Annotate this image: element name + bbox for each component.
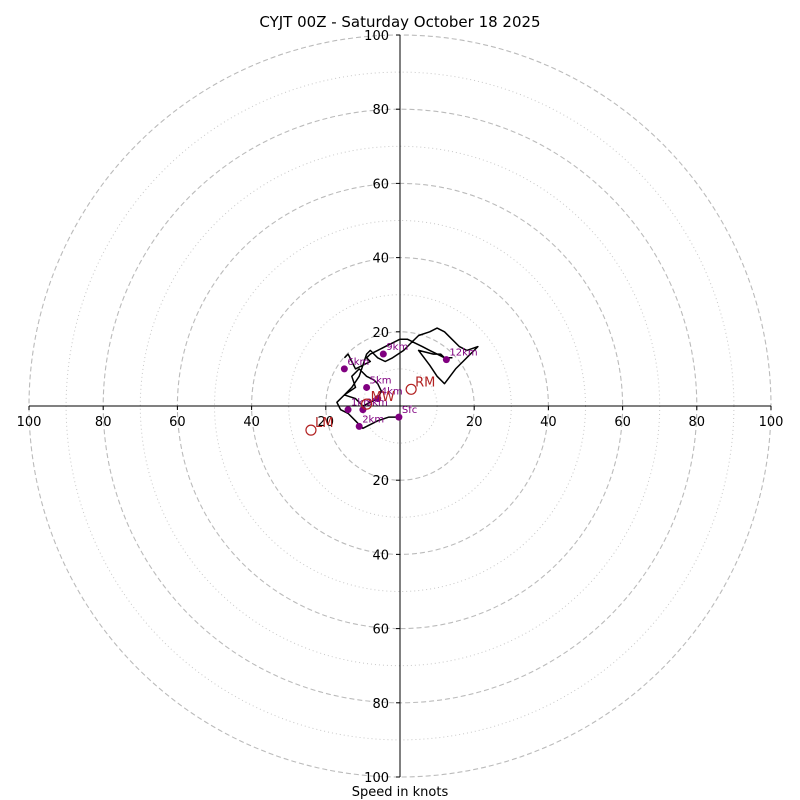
x-tick-label: 20 [318, 415, 335, 430]
storm-motion-point [361, 398, 373, 410]
y-tick-label: 100 [364, 771, 389, 786]
x-tick-label: 20 [466, 415, 483, 430]
height-marker-point [359, 406, 367, 414]
height-marker-point [344, 406, 352, 414]
trace-line [336, 327, 479, 430]
tick-labels: 100 80 60 40 20 20 40 60 80 100 100 80 60 40 20 20 40 60 8… [17, 29, 784, 786]
height-marker-label: 5km [370, 375, 392, 386]
height-marker-point [442, 356, 450, 364]
height-marker-point [395, 413, 403, 421]
x-axis-label: Speed in knots [352, 785, 449, 800]
x-tick-label: 40 [540, 415, 557, 430]
height-marker-point [374, 395, 382, 403]
y-tick-label: 80 [372, 103, 389, 118]
height-marker-label: 2km [362, 414, 384, 425]
storm-motions: RM LM MW [305, 375, 435, 436]
chart-title: CYJT 00Z - Saturday October 18 2025 [259, 13, 540, 31]
storm-motion-point [405, 383, 417, 395]
y-tick-label: 20 [372, 326, 389, 341]
y-tick-label: 60 [372, 623, 389, 638]
storm-motion-label: MW [371, 390, 395, 405]
storm-motion-point [305, 424, 317, 436]
height-marker-label: Sfc [402, 405, 417, 416]
height-marker-point [340, 365, 348, 373]
y-tick-label: 40 [372, 548, 389, 563]
x-tick-label: 60 [169, 415, 186, 430]
x-tick-label: 100 [759, 415, 784, 430]
height-marker-label: 12km [449, 348, 477, 359]
height-marker-point [363, 383, 371, 391]
hodograph-trace [336, 327, 479, 430]
height-marker-label: 9km [386, 342, 408, 353]
y-tick-label: 100 [364, 29, 389, 44]
storm-motion-label: RM [415, 375, 435, 390]
height-marker-label: 4km [381, 387, 403, 398]
height-marker-label: 3km [366, 398, 388, 409]
height-marker-point [355, 422, 363, 430]
y-tick-label: 40 [372, 252, 389, 267]
x-tick-label: 80 [689, 415, 706, 430]
x-tick-label: 40 [243, 415, 260, 430]
height-marker-label: 6km [347, 357, 369, 368]
x-tick-label: 80 [95, 415, 112, 430]
storm-motion-label: LM [315, 416, 333, 431]
axes [29, 35, 771, 777]
y-tick-label: 20 [372, 474, 389, 489]
y-tick-label: 60 [372, 177, 389, 192]
height-marker-point [379, 350, 387, 358]
x-tick-label: 100 [17, 415, 42, 430]
y-tick-label: 80 [372, 697, 389, 712]
x-tick-label: 60 [614, 415, 631, 430]
